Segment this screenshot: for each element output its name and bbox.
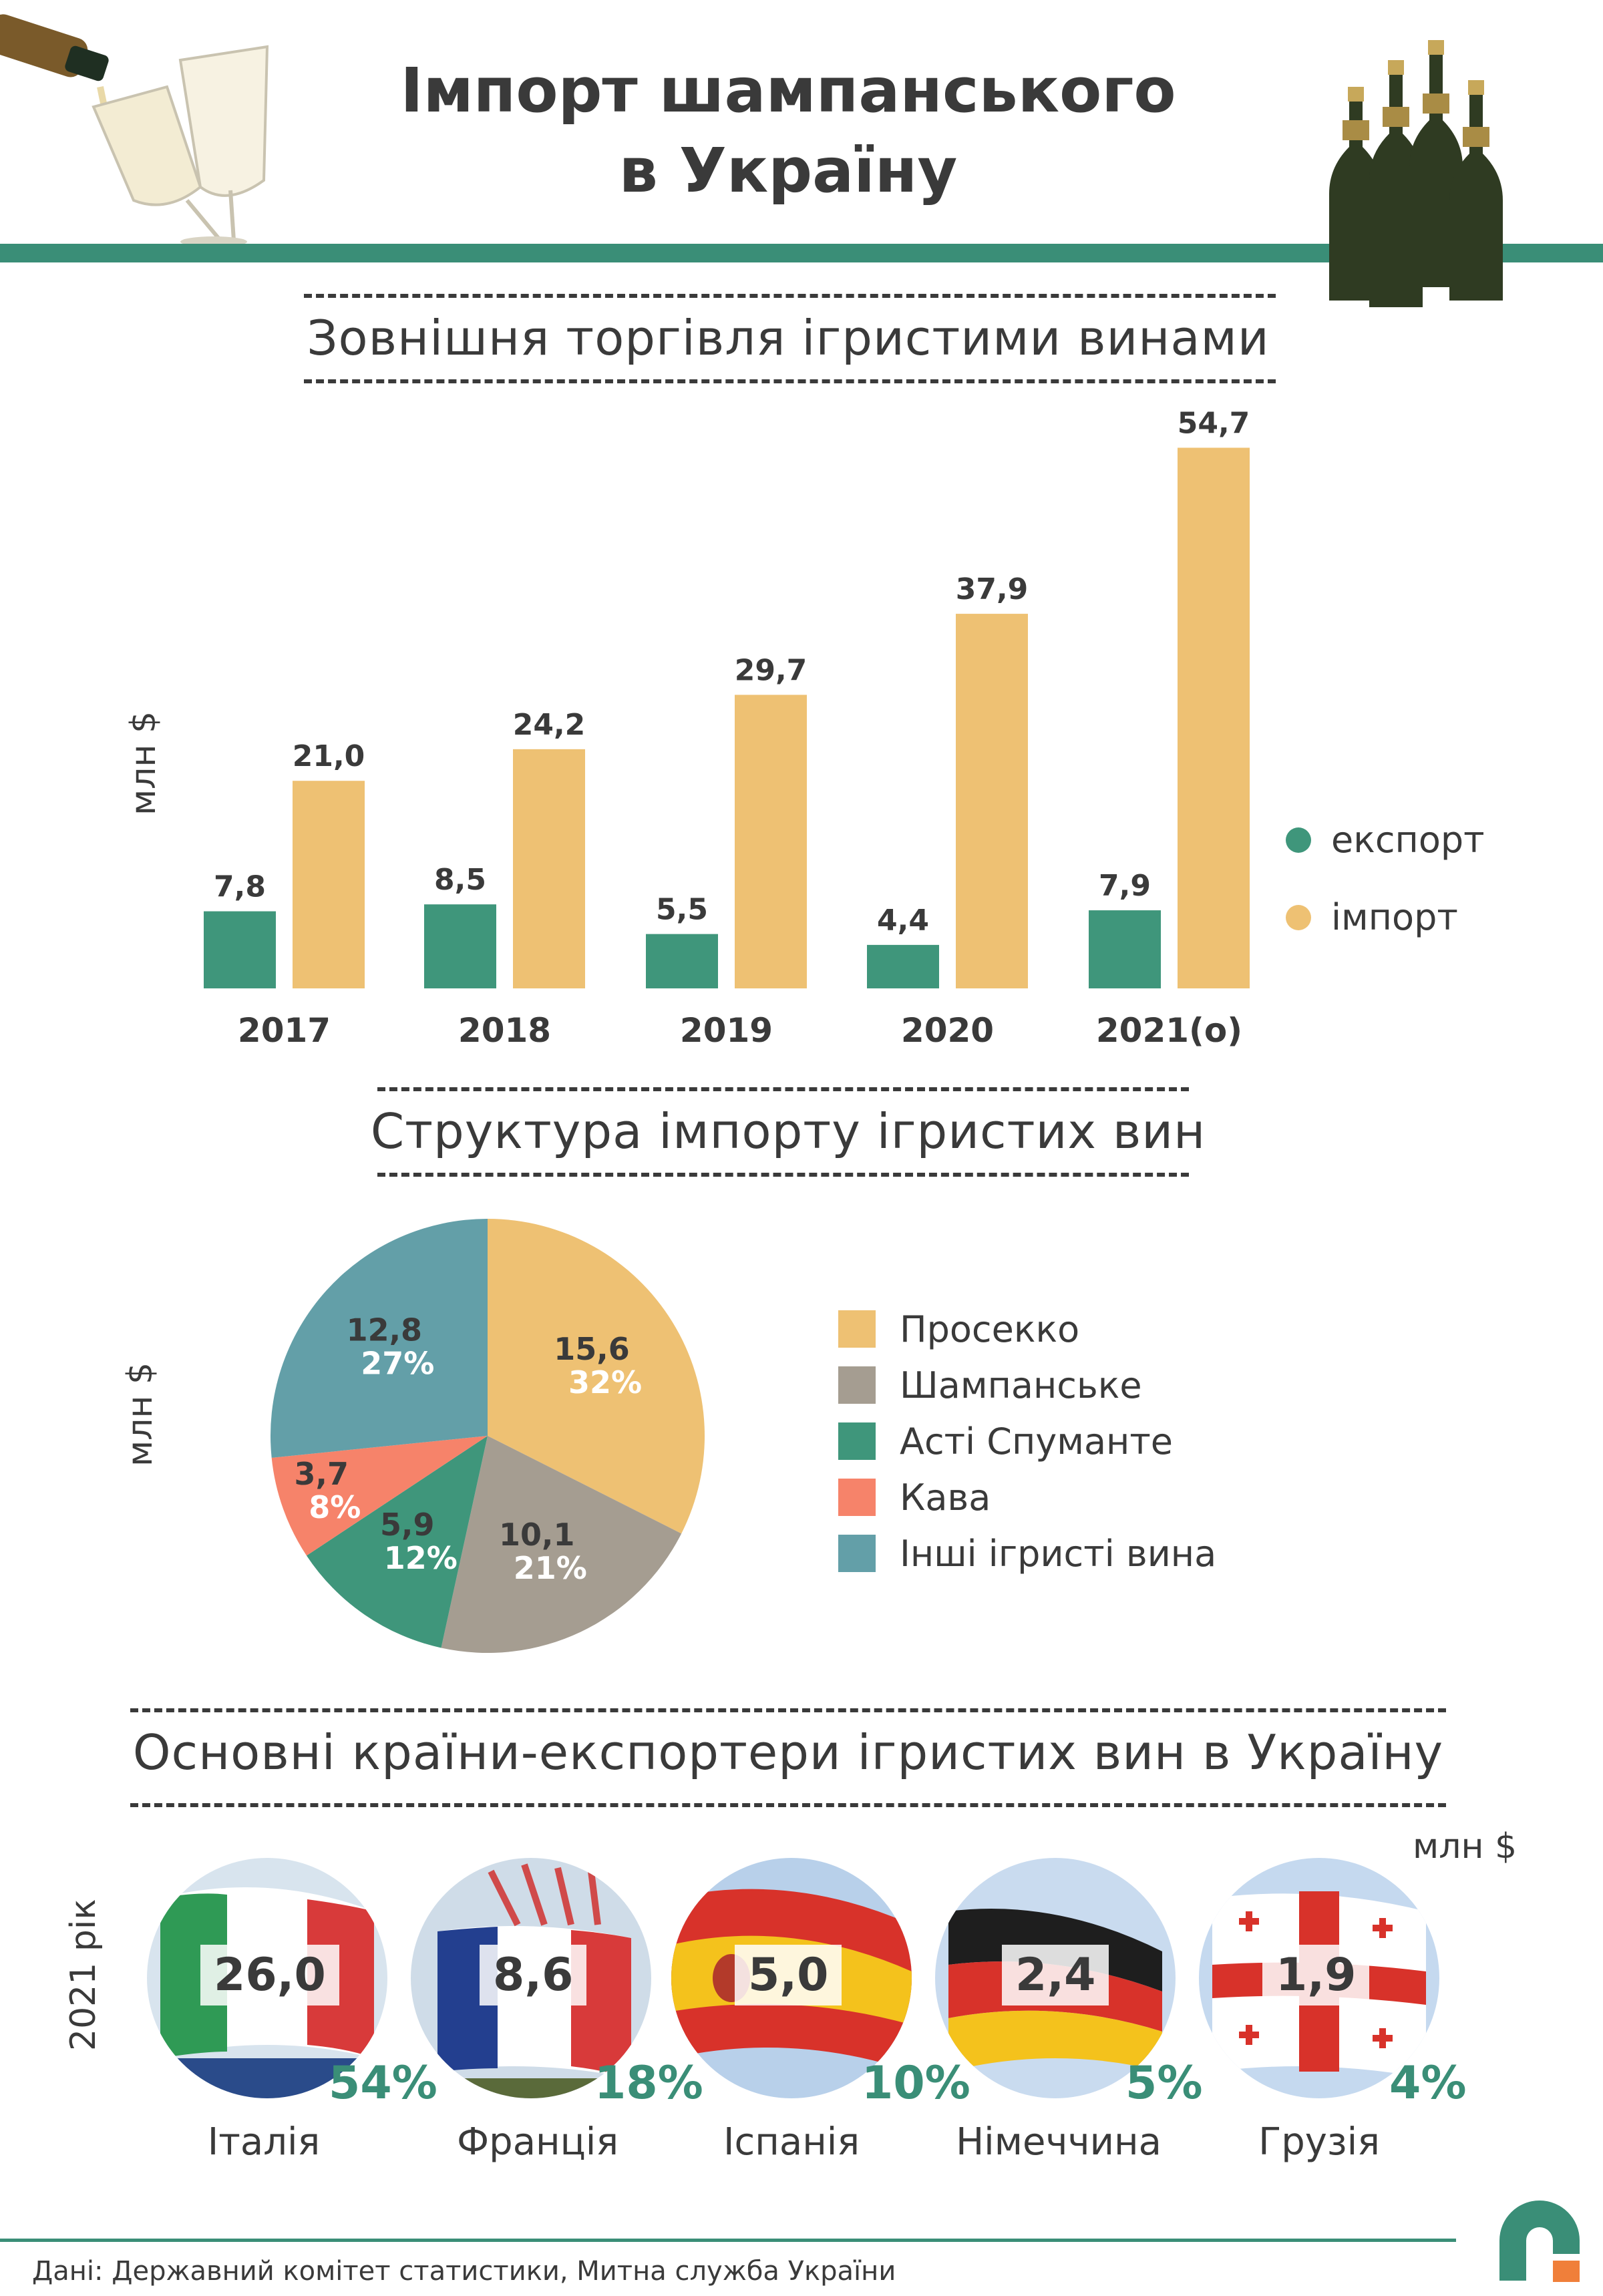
footer-source: Дані: Державний комітет статистики, Митн… <box>32 2256 896 2287</box>
country-share-georgia: 4% <box>1389 2057 1467 2110</box>
country-name-france: Франція <box>456 2120 619 2164</box>
legend-item-export: експорт <box>1286 819 1485 861</box>
x-tick-label-2020: 2020 <box>901 1011 994 1050</box>
pie-slice-champagne <box>441 1436 682 1653</box>
legend-label-champagne: Шампанське <box>900 1364 1142 1406</box>
country-value-france: 8,6 <box>480 1945 587 2005</box>
export-value-label-2018: 8,5 <box>434 863 486 897</box>
pie-percent-label-asti: 12% <box>384 1540 458 1576</box>
import-value-label-2019: 29,7 <box>735 653 808 687</box>
x-tick-label-2021(о): 2021(о) <box>1096 1011 1242 1050</box>
export-bar-2020 <box>867 944 939 988</box>
import-bar-2017 <box>293 781 365 988</box>
legend-item-asti: Асті Спуманте <box>838 1413 1216 1469</box>
country-value-germany: 2,4 <box>1002 1945 1109 2005</box>
pie-value-label-prosecco: 15,6 <box>554 1331 630 1367</box>
pie-slice-other <box>271 1219 488 1458</box>
import-bar-2018 <box>513 749 585 988</box>
legend-label-export: експорт <box>1331 819 1485 861</box>
country-share-germany: 5% <box>1125 2057 1203 2110</box>
x-tick-label-2018: 2018 <box>458 1011 551 1050</box>
pie-chart-unit-label: млн $ <box>120 1362 160 1467</box>
import-value-label-2021(о): 54,7 <box>1178 406 1250 440</box>
section2-divider-bottom <box>377 1173 1189 1177</box>
legend-swatch-prosecco <box>838 1310 876 1348</box>
country-share-france: 18% <box>594 2057 703 2110</box>
pie-percent-label-other: 27% <box>361 1345 434 1381</box>
country-value-italy: 26,0 <box>200 1945 339 2005</box>
page-title-line1: Імпорт шампанського <box>400 55 1176 126</box>
section3-divider-bottom <box>130 1803 1446 1807</box>
country-name-georgia: Грузія <box>1258 2120 1380 2164</box>
country-name-italy: Італія <box>207 2120 321 2164</box>
legend-item-prosecco: Просекко <box>838 1301 1216 1357</box>
section3-divider-top <box>130 1708 1446 1712</box>
legend-label-other: Інші ігристі вина <box>900 1532 1217 1575</box>
import-bar-2019 <box>735 695 807 988</box>
export-bar-2017 <box>204 911 276 988</box>
countries-year-label: 2021 рік <box>63 1899 104 2051</box>
country-share-spain: 10% <box>862 2057 970 2110</box>
legend-label-asti: Асті Спуманте <box>900 1420 1174 1463</box>
x-tick-label-2017: 2017 <box>238 1011 331 1050</box>
champagne-bottles-illustration <box>1329 40 1503 307</box>
pie-percent-label-champagne: 21% <box>514 1550 587 1586</box>
legend-item-other: Інші ігристі вина <box>838 1525 1216 1581</box>
legend-swatch-asti <box>838 1422 876 1460</box>
footer-divider <box>0 2239 1456 2242</box>
legend-item-champagne: Шампанське <box>838 1357 1216 1413</box>
export-value-label-2021(о): 7,9 <box>1099 869 1151 903</box>
section1-title: Зовнішня торгівля ігристими винами <box>307 310 1270 366</box>
pie-legend: Просекко Шампанське Асті Спуманте Кава І… <box>838 1301 1216 1581</box>
import-value-label-2020: 37,9 <box>956 572 1029 606</box>
import-value-label-2018: 24,2 <box>513 708 586 742</box>
import-bar-2020 <box>956 614 1028 988</box>
legend-swatch-export <box>1286 827 1311 853</box>
import-value-label-2017: 21,0 <box>293 739 365 773</box>
pie-value-label-asti: 5,9 <box>380 1507 435 1543</box>
bar-chart: 7,8 21,0 2017 8,5 24,2 2018 5,5 29,7 2019 4,4 37,9… <box>204 406 1250 1050</box>
pie-slice-asti <box>306 1436 488 1648</box>
export-value-label-2020: 4,4 <box>877 904 929 938</box>
legend-label-prosecco: Просекко <box>900 1308 1080 1350</box>
brand-logo-icon <box>1499 2201 1580 2282</box>
x-tick-label-2019: 2019 <box>680 1011 773 1050</box>
export-value-label-2017: 7,8 <box>214 870 266 904</box>
legend-label-import: імпорт <box>1331 896 1458 938</box>
pie-percent-label-cava: 8% <box>309 1489 361 1525</box>
country-name-germany: Німеччина <box>956 2120 1162 2164</box>
section3-title: Основні країни-експортери ігристих вин в… <box>132 1724 1444 1780</box>
section2-title: Структура імпорту ігристих вин <box>370 1103 1206 1159</box>
country-share-italy: 54% <box>329 2057 437 2110</box>
pie-slice-prosecco <box>488 1219 705 1534</box>
champagne-glasses-illustration <box>0 14 269 247</box>
legend-swatch-import <box>1286 904 1311 930</box>
page-title-line2: в Україну <box>618 135 958 206</box>
legend-item-cava: Кава <box>838 1469 1216 1525</box>
pie-slice-cava <box>271 1436 488 1556</box>
countries-unit-label: млн $ <box>1413 1827 1518 1867</box>
legend-swatch-champagne <box>838 1366 876 1404</box>
export-bar-2018 <box>424 904 496 988</box>
section1-divider-top <box>304 294 1276 298</box>
pie-percent-label-prosecco: 32% <box>568 1364 642 1400</box>
import-bar-2021(о) <box>1178 447 1250 988</box>
legend-item-import: імпорт <box>1286 896 1458 938</box>
pie-value-label-other: 12,8 <box>347 1312 423 1348</box>
legend-label-cava: Кава <box>900 1476 991 1519</box>
export-bar-2021(о) <box>1089 910 1161 988</box>
legend-swatch-other <box>838 1535 876 1572</box>
country-name-spain: Іспанія <box>723 2120 860 2164</box>
pie-value-label-cava: 3,7 <box>295 1456 349 1492</box>
export-bar-2019 <box>646 934 718 988</box>
section1-divider-bottom <box>304 379 1276 383</box>
pie-chart: 15,632% 10,121% 5,912% 3,78% 12,827% <box>271 1219 705 1653</box>
country-value-spain: 5,0 <box>735 1945 842 2005</box>
legend-swatch-cava <box>838 1479 876 1516</box>
section2-divider-top <box>377 1087 1189 1091</box>
pie-value-label-champagne: 10,1 <box>499 1517 575 1553</box>
export-value-label-2019: 5,5 <box>656 893 708 927</box>
country-value-georgia: 1,9 <box>1262 1945 1370 2005</box>
